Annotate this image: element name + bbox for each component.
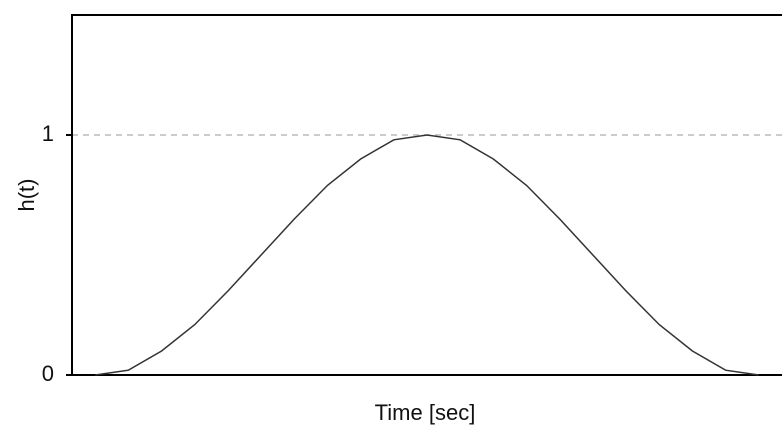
y-tick-label: 1 (42, 121, 54, 146)
y-axis-label: h(t) (14, 179, 39, 212)
x-axis-label: Time [sec] (375, 400, 476, 425)
line (95, 134, 759, 376)
axes-frame (71, 14, 782, 376)
y-tick-label: 0 (42, 361, 54, 386)
